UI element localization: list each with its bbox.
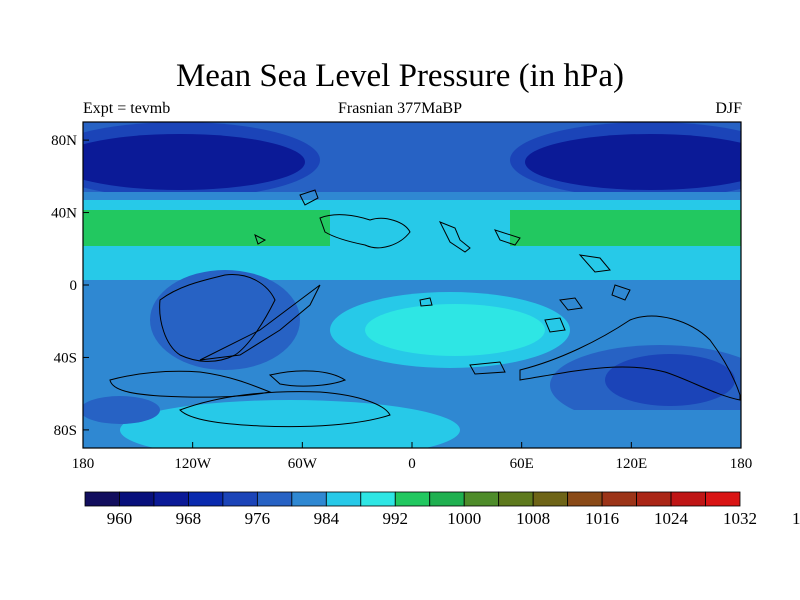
y-tick-label: 80N <box>51 133 77 149</box>
colorbar-label: 968 <box>176 509 202 528</box>
colorbar-swatch <box>670 491 706 507</box>
coast-n1 <box>299 189 319 206</box>
colorbar-swatch <box>394 491 431 507</box>
x-tick-label: 180 <box>72 456 95 472</box>
y-tick-label: 0 <box>70 278 78 294</box>
y-tick-label: 80S <box>54 423 77 439</box>
colorbar-label: 1040 <box>792 509 800 528</box>
colorbar-swatch <box>601 491 637 507</box>
colorbar-label: 984 <box>314 509 340 528</box>
coast-isle7 <box>544 317 566 333</box>
colorbar-swatch <box>567 491 603 507</box>
period-label: Frasnian 377MaBP <box>338 100 462 117</box>
colorbar-label: 1008 <box>516 509 550 528</box>
colorbar-swatch <box>119 491 155 507</box>
coast-isle3 <box>494 229 521 246</box>
season-label: DJF <box>715 100 742 117</box>
x-tick-label: 120E <box>615 456 647 472</box>
map-title: Mean Sea Level Pressure (in hPa) <box>175 58 625 94</box>
colorbar-swatch <box>256 491 293 507</box>
colorbar-label: 1032 <box>723 509 757 528</box>
nw-low-core <box>83 134 305 190</box>
equatorial-band <box>83 250 741 280</box>
colorbar-label: 1000 <box>447 509 481 528</box>
coast-gondwana-strip <box>199 284 321 361</box>
ne-low-core <box>525 134 741 190</box>
coast-isle1 <box>254 234 267 245</box>
colorbar-label: 992 <box>383 509 409 528</box>
colorbar: 960 968 976 984 992 1000 1008 1016 1024 1032 1040 <box>84 491 800 528</box>
coast-east <box>519 315 741 401</box>
colorbar-swatch <box>705 491 741 507</box>
colorbar-label: 1024 <box>654 509 689 528</box>
colorbar-swatch <box>360 491 396 507</box>
coast-isle8 <box>419 297 433 307</box>
sw-polar-low <box>83 396 160 424</box>
colorbar-label: 960 <box>107 509 133 528</box>
coast-south-b <box>179 391 391 428</box>
x-tick-label: 0 <box>408 456 416 472</box>
colorbar-swatch <box>325 491 362 507</box>
x-axis: 180 120W 60W 0 60E 120E 180 <box>72 442 753 472</box>
pressure-field <box>83 122 741 448</box>
experiment-label: Expt = tevmb <box>83 100 171 117</box>
high-belt-gap <box>330 210 510 246</box>
y-tick-label: 40N <box>51 206 77 222</box>
colorbar-label: 1016 <box>585 509 619 528</box>
y-tick-label: 40S <box>54 350 77 366</box>
colorbar-label: 976 <box>245 509 271 528</box>
se-low-core <box>605 354 735 406</box>
colorbar-swatch <box>498 491 534 507</box>
x-tick-label: 180 <box>730 456 753 472</box>
coast-isle6 <box>559 297 583 311</box>
south-high-core <box>365 304 545 356</box>
y-axis: 80N 40N 0 40S 80S <box>51 133 89 439</box>
coast-isle4 <box>578 254 611 273</box>
south-polar-high <box>120 400 460 448</box>
colorbar-swatch <box>429 491 465 507</box>
colorbar-swatch <box>532 491 569 507</box>
colorbar-swatch <box>291 491 327 507</box>
x-tick-label: 120W <box>174 456 212 472</box>
colorbar-swatch <box>222 491 258 507</box>
coast-laurussia <box>319 214 411 249</box>
coast-south-c <box>268 370 347 387</box>
coast-isle2 <box>438 221 471 253</box>
x-tick-label: 60E <box>510 456 534 472</box>
colorbar-swatch <box>84 491 120 507</box>
colorbar-swatch <box>188 491 224 507</box>
coast-isle9 <box>469 361 506 375</box>
coast-isle5 <box>611 284 631 301</box>
colorbar-swatch <box>636 491 672 507</box>
x-tick-label: 60W <box>288 456 318 472</box>
coastlines <box>109 189 741 428</box>
colorbar-swatch <box>463 491 500 507</box>
sw-low <box>150 270 300 370</box>
colorbar-swatch <box>153 491 189 507</box>
